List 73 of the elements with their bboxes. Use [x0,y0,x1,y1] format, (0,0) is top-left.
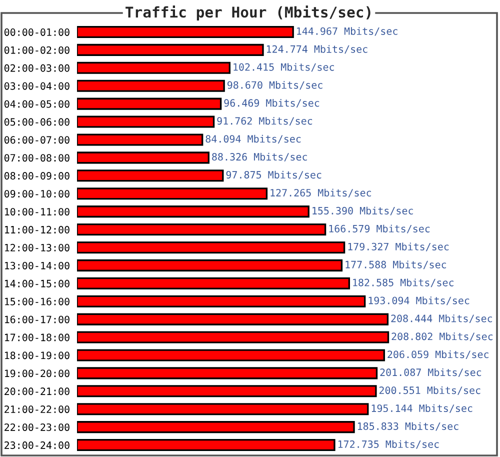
y-tick-label: 03:00-04:00 [4,82,70,90]
y-tick-label: 09:00-10:00 [4,190,70,198]
bar [77,44,264,56]
data-label: 127.265 Mbits/sec [270,188,371,198]
y-tick-label: 23:00-24:00 [4,441,70,449]
bar [77,295,366,308]
y-tick-label: 13:00-14:00 [5,262,70,270]
bar [77,438,336,452]
bar [77,98,222,110]
bar [77,367,378,380]
y-tick-label: 08:00-09:00 [4,172,70,180]
data-label: 200.551 Mbits/sec [379,386,480,395]
y-tick-label: 05:00-06:00 [4,118,70,126]
bar [77,313,389,326]
data-label: 195.144 Mbits/sec [372,404,472,413]
y-tick-label: 21:00-22:00 [4,406,70,414]
y-tick-label: 11:00-12:00 [5,226,70,234]
y-tick-label: 02:00-03:00 [4,64,70,72]
y-tick-label: 16:00-17:00 [5,316,70,324]
data-label: 97.875 Mbits/sec [226,170,322,180]
bar [77,331,390,344]
data-label: 208.802 Mbits/sec [392,332,493,341]
bar [77,170,224,182]
data-label: 182.585 Mbits/sec [353,278,454,288]
data-label: 124.774 Mbits/sec [266,45,368,54]
bar [77,277,350,290]
data-label: 185.833 Mbits/sec [358,422,458,431]
data-label: 166.579 Mbits/sec [329,224,430,234]
data-label: 201.087 Mbits/sec [380,368,482,377]
y-tick-label: 15:00-16:00 [5,298,70,306]
bar [77,62,230,74]
bar [77,259,343,272]
data-label: 144.967 Mbits/sec [297,27,398,36]
bar [77,134,204,146]
data-label: 179.327 Mbits/sec [348,242,449,252]
bar [77,26,294,38]
y-tick-label: 10:00-11:00 [5,208,70,216]
data-label: 96.469 Mbits/sec [224,99,320,108]
data-label: 155.390 Mbits/sec [312,206,413,216]
data-label: 208.444 Mbits/sec [391,314,492,324]
bar [77,188,268,200]
y-tick-label: 22:00-23:00 [4,423,70,432]
data-label: 98.670 Mbits/sec [227,81,322,90]
y-tick-label: 14:00-15:00 [5,280,70,288]
bar [77,385,377,398]
bar [77,206,310,218]
y-tick-label: 20:00-21:00 [4,388,70,396]
y-tick-label: 07:00-08:00 [4,154,70,162]
y-tick-label: 01:00-02:00 [4,46,70,54]
y-tick-label: 04:00-05:00 [4,100,70,108]
data-label: 88.326 Mbits/sec [212,152,307,162]
y-tick-label: 00:00-01:00 [4,28,70,36]
bar [77,116,215,128]
data-label: 177.588 Mbits/sec [346,260,446,270]
data-label: 206.059 Mbits/sec [388,350,488,359]
data-label: 193.094 Mbits/sec [368,296,470,306]
bar [77,403,369,416]
bar [77,80,225,92]
y-tick-label: 06:00-07:00 [4,136,70,144]
data-label: 172.735 Mbits/sec [338,440,439,449]
y-tick-label: 18:00-19:00 [5,352,70,360]
bar [77,241,346,254]
data-label: 102.415 Mbits/sec [234,63,334,72]
chart-title: Traffic per Hour (Mbits/sec) [126,5,370,21]
y-tick-label: 17:00-18:00 [5,334,70,342]
y-tick-label: 19:00-20:00 [5,370,70,378]
bar [77,152,210,164]
bar [77,421,355,434]
bar [77,349,385,362]
bar [77,223,326,236]
data-label: 84.094 Mbits/sec [206,134,301,144]
y-tick-label: 12:00-13:00 [5,244,70,252]
data-label: 91.762 Mbits/sec [217,116,312,126]
